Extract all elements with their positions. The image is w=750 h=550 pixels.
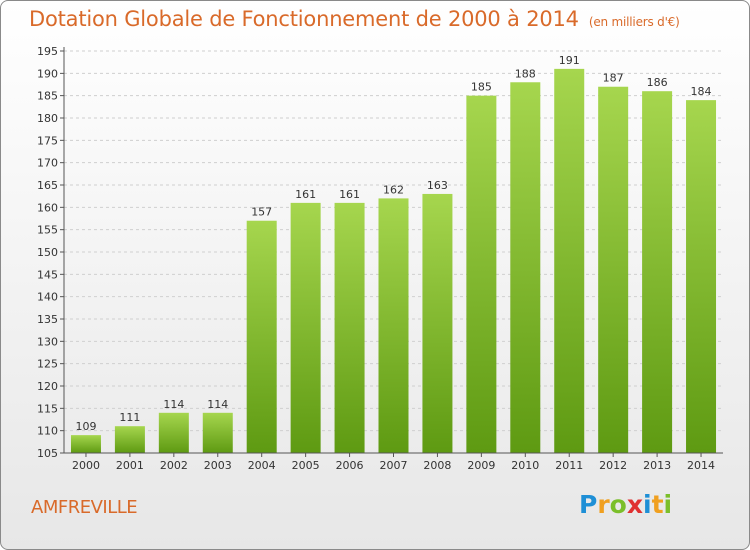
x-tick-label: 2001	[116, 459, 144, 472]
y-tick-label: 125	[37, 358, 58, 371]
bar-2009	[466, 95, 497, 454]
bars	[70, 68, 717, 454]
y-tick-label: 185	[37, 90, 58, 103]
logo-letter: i	[643, 490, 652, 519]
data-label-2013: 186	[647, 76, 668, 89]
y-tick-label: 195	[37, 45, 58, 58]
logo-letter: i	[663, 490, 673, 519]
bar-2014	[686, 100, 717, 453]
commune-name: AMFREVILLE	[31, 497, 138, 518]
x-tick-label: 2005	[292, 459, 320, 472]
chart-title: Dotation Globale de Fonctionnement de 20…	[29, 7, 680, 31]
y-tick-label: 135	[37, 313, 58, 326]
data-label-2014: 184	[691, 85, 712, 98]
bar-2013	[642, 91, 673, 453]
y-tick-label: 110	[37, 425, 58, 438]
data-label-2006: 161	[339, 188, 360, 201]
y-tick-label: 145	[37, 268, 58, 281]
axes	[60, 47, 723, 457]
x-tick-label: 2003	[204, 459, 232, 472]
bar-2010	[510, 82, 541, 454]
x-tick-label: 2014	[687, 459, 715, 472]
y-tick-label: 130	[37, 335, 58, 348]
labels: 105 110 115 120 125 130 135 140 145 150 155 160 165 1…	[37, 45, 715, 472]
y-tick-label: 160	[37, 201, 58, 214]
y-tick-label: 190	[37, 67, 58, 80]
data-label-2010: 188	[515, 67, 536, 80]
y-tick-label: 140	[37, 291, 58, 304]
bar-2007	[378, 198, 409, 453]
y-tick-label: 120	[37, 380, 58, 393]
x-tick-label: 2006	[336, 459, 364, 472]
x-tick-label: 2010	[511, 459, 539, 472]
bar-2008	[422, 193, 453, 453]
proxiti-logo: Proxiti	[579, 490, 672, 519]
logo-letter: r	[597, 490, 610, 519]
data-label-2012: 187	[603, 72, 624, 85]
chart-subtitle: (en milliers d'€)	[588, 15, 680, 29]
x-tick-label: 2011	[555, 459, 583, 472]
data-label-2007: 162	[383, 183, 404, 196]
bar-2005	[290, 202, 321, 453]
data-label-2008: 163	[427, 179, 448, 192]
data-label-2000: 109	[75, 420, 96, 433]
bar-2000	[70, 435, 101, 453]
y-tick-label: 170	[37, 157, 58, 170]
bar-2002	[158, 412, 189, 453]
logo-letter: x	[626, 490, 643, 519]
bar-2004	[246, 220, 277, 453]
data-label-2011: 191	[559, 54, 580, 67]
data-label-2003: 114	[207, 398, 228, 411]
bar-2012	[598, 86, 629, 453]
data-label-2002: 114	[163, 398, 184, 411]
x-tick-label: 2002	[160, 459, 188, 472]
y-tick-label: 115	[37, 402, 58, 415]
x-tick-label: 2000	[72, 459, 100, 472]
y-tick-label: 155	[37, 224, 58, 237]
data-label-2005: 161	[295, 188, 316, 201]
y-tick-label: 175	[37, 134, 58, 147]
y-tick-label: 180	[37, 112, 58, 125]
y-tick-label: 150	[37, 246, 58, 259]
x-tick-label: 2013	[643, 459, 671, 472]
x-tick-label: 2004	[248, 459, 276, 472]
y-tick-label: 105	[37, 447, 58, 460]
bar-2001	[114, 426, 145, 453]
x-tick-label: 2012	[599, 459, 627, 472]
x-tick-label: 2009	[467, 459, 495, 472]
chart-title-text: Dotation Globale de Fonctionnement de 20…	[29, 7, 579, 31]
data-label-2009: 185	[471, 81, 492, 94]
x-tick-label: 2007	[380, 459, 408, 472]
bar-2011	[554, 68, 585, 453]
data-label-2001: 111	[119, 411, 140, 424]
logo-letter: P	[579, 490, 598, 519]
y-tick-label: 165	[37, 179, 58, 192]
logo-letter: t	[651, 490, 664, 519]
bar-2003	[202, 412, 233, 453]
data-label-2004: 157	[251, 206, 272, 219]
bar-2006	[334, 202, 365, 453]
logo-letter: o	[609, 490, 627, 519]
x-tick-label: 2008	[423, 459, 451, 472]
